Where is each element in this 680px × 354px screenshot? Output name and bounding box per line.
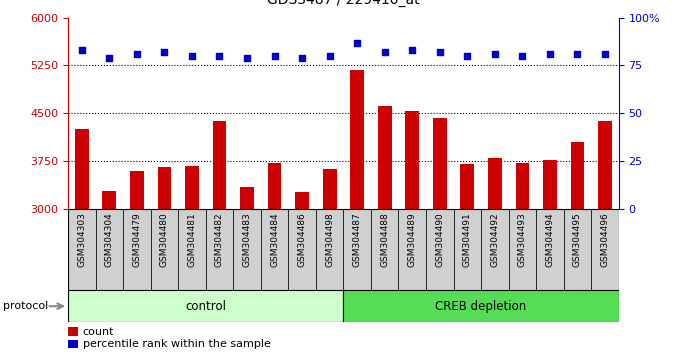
Bar <box>488 158 502 354</box>
Point <box>131 51 142 57</box>
Text: GSM304482: GSM304482 <box>215 212 224 267</box>
Point <box>214 53 225 59</box>
Text: GSM304489: GSM304489 <box>408 212 417 267</box>
Point <box>76 47 87 53</box>
Bar <box>240 187 254 354</box>
Bar <box>509 209 537 290</box>
Bar <box>103 191 116 354</box>
Bar <box>68 327 78 336</box>
Bar <box>158 167 171 354</box>
Text: GSM304486: GSM304486 <box>298 212 307 267</box>
Text: GSM304303: GSM304303 <box>78 212 86 267</box>
Text: protocol: protocol <box>3 301 49 311</box>
Bar <box>515 163 529 354</box>
Bar <box>123 209 151 290</box>
Text: GSM304484: GSM304484 <box>270 212 279 267</box>
Point <box>104 55 115 61</box>
Bar <box>378 105 392 354</box>
Bar <box>543 160 557 354</box>
Text: GSM304488: GSM304488 <box>380 212 389 267</box>
Point <box>490 51 500 57</box>
Bar <box>343 290 619 322</box>
Text: GSM304481: GSM304481 <box>188 212 197 267</box>
Text: GSM304479: GSM304479 <box>133 212 141 267</box>
Bar <box>592 209 619 290</box>
Text: GSM304494: GSM304494 <box>545 212 554 267</box>
Text: GDS3487 / 229410_at: GDS3487 / 229410_at <box>267 0 420 7</box>
Bar <box>178 209 206 290</box>
Point <box>241 55 252 61</box>
Bar <box>398 209 426 290</box>
Text: GSM304493: GSM304493 <box>518 212 527 267</box>
Point <box>435 49 445 55</box>
Point <box>572 51 583 57</box>
Bar <box>571 142 584 354</box>
Bar <box>151 209 178 290</box>
Point <box>600 51 611 57</box>
Text: GSM304490: GSM304490 <box>435 212 444 267</box>
Text: GSM304487: GSM304487 <box>353 212 362 267</box>
Bar <box>68 290 343 322</box>
Text: GSM304492: GSM304492 <box>490 212 499 267</box>
Point <box>407 47 418 53</box>
Bar <box>371 209 398 290</box>
Point <box>324 53 335 59</box>
Point <box>517 53 528 59</box>
Bar <box>405 112 419 354</box>
Bar <box>75 129 88 354</box>
Point <box>352 40 362 45</box>
Text: GSM304304: GSM304304 <box>105 212 114 267</box>
Bar <box>598 121 612 354</box>
Bar <box>213 121 226 354</box>
Bar <box>96 209 123 290</box>
Bar <box>433 118 447 354</box>
Text: CREB depletion: CREB depletion <box>435 300 527 313</box>
Bar <box>426 209 454 290</box>
Bar <box>537 209 564 290</box>
Bar <box>295 192 309 354</box>
Text: GSM304491: GSM304491 <box>463 212 472 267</box>
Bar <box>316 209 343 290</box>
Point <box>159 49 170 55</box>
Point <box>296 55 307 61</box>
Bar <box>323 169 337 354</box>
Point <box>379 49 390 55</box>
Point <box>462 53 473 59</box>
Text: GSM304480: GSM304480 <box>160 212 169 267</box>
Text: GSM304495: GSM304495 <box>573 212 582 267</box>
Point <box>269 53 280 59</box>
Point <box>186 53 197 59</box>
Bar <box>454 209 481 290</box>
Bar <box>481 209 509 290</box>
Bar <box>350 70 364 354</box>
Bar <box>206 209 233 290</box>
Text: count: count <box>83 327 114 337</box>
Bar <box>233 209 261 290</box>
Bar <box>130 171 143 354</box>
Bar <box>564 209 592 290</box>
Bar <box>288 209 316 290</box>
Bar <box>460 164 474 354</box>
Bar <box>261 209 288 290</box>
Bar <box>185 166 199 354</box>
Text: GSM304498: GSM304498 <box>325 212 334 267</box>
Text: GSM304483: GSM304483 <box>243 212 252 267</box>
Text: GSM304496: GSM304496 <box>600 212 609 267</box>
Text: control: control <box>185 300 226 313</box>
Bar <box>68 209 95 290</box>
Text: percentile rank within the sample: percentile rank within the sample <box>83 339 271 349</box>
Bar <box>68 340 78 348</box>
Bar <box>343 209 371 290</box>
Point <box>545 51 556 57</box>
Bar <box>268 163 282 354</box>
